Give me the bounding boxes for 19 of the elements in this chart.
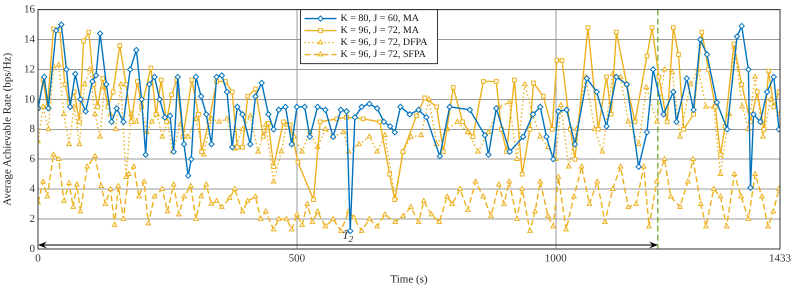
y-axis-title: Average Achievable Rate (bps/Hz) [1,52,14,206]
y-tick-label: 14 [24,33,36,46]
legend-label: K = 96, J = 72, DFPA [340,37,428,48]
legend-label: K = 96, J = 72, MA [340,25,420,36]
x-tick-label: 500 [288,252,306,264]
y-tick-label: 8 [30,123,36,136]
x-tick-label: 1000 [544,252,568,264]
y-tick-label: 6 [30,153,36,166]
annotation: T̄$_{2}$ [342,230,354,244]
y-tick-label: 2 [30,212,35,225]
y-tick-label: 0 [30,242,36,255]
x-axis-title: Time (s) [390,273,428,286]
x-tick-label: 1433 [769,252,792,264]
y-tick-label: 10 [24,93,36,106]
y-tick-label: 16 [24,3,36,16]
y-tick-label: 12 [24,63,35,76]
legend-label: K = 80, J = 60, MA [340,13,420,24]
legend-label: K = 96, J = 72, SFPA [340,49,427,60]
y-tick-label: 4 [30,183,36,196]
